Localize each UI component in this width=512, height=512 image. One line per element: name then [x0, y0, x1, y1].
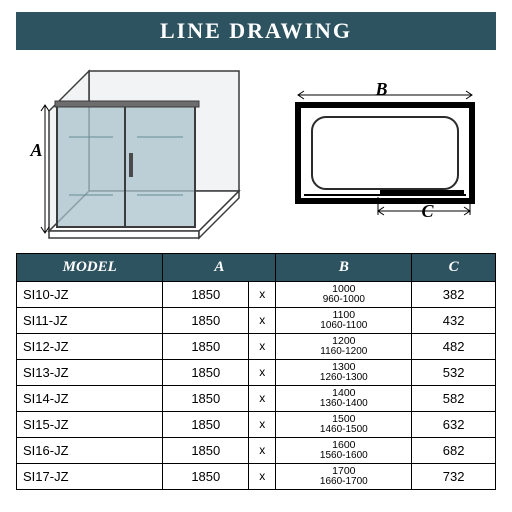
table-body: SI10-JZ1850x1000960-1000382SI11-JZ1850x1… — [17, 282, 496, 490]
isometric-diagram: A — [29, 65, 259, 240]
cell-b: 15001460-1500 — [276, 412, 412, 438]
th-b: B — [276, 254, 412, 282]
dim-label-a: A — [31, 140, 43, 161]
cell-b: 13001260-1300 — [276, 360, 412, 386]
cell-c: 432 — [412, 308, 496, 334]
table-row: SI17-JZ1850x17001660-1700732 — [17, 464, 496, 490]
cell-a: 1850 — [163, 334, 249, 360]
cell-x: x — [249, 282, 276, 308]
table-row: SI13-JZ1850x13001260-1300532 — [17, 360, 496, 386]
table-row: SI15-JZ1850x15001460-1500632 — [17, 412, 496, 438]
title-banner: LINE DRAWING — [16, 12, 496, 50]
cell-model: SI15-JZ — [17, 412, 163, 438]
cell-a: 1850 — [163, 360, 249, 386]
dim-label-b: B — [376, 79, 388, 100]
th-c: C — [412, 254, 496, 282]
cell-x: x — [249, 464, 276, 490]
cell-c: 382 — [412, 282, 496, 308]
cell-model: SI16-JZ — [17, 438, 163, 464]
spec-table: MODEL A B C SI10-JZ1850x1000960-1000382S… — [16, 253, 496, 490]
table-header-row: MODEL A B C — [17, 254, 496, 282]
cell-x: x — [249, 334, 276, 360]
dim-label-c: C — [422, 201, 434, 222]
cell-c: 682 — [412, 438, 496, 464]
cell-model: SI13-JZ — [17, 360, 163, 386]
cell-c: 632 — [412, 412, 496, 438]
cell-a: 1850 — [163, 386, 249, 412]
cell-b: 1000960-1000 — [276, 282, 412, 308]
cell-b: 12001160-1200 — [276, 334, 412, 360]
plan-svg — [284, 83, 484, 223]
table-row: SI12-JZ1850x12001160-1200482 — [17, 334, 496, 360]
cell-b: 16001560-1600 — [276, 438, 412, 464]
cell-x: x — [249, 360, 276, 386]
cell-b: 17001660-1700 — [276, 464, 412, 490]
enclosure-svg — [29, 65, 259, 240]
cell-model: SI10-JZ — [17, 282, 163, 308]
table-row: SI11-JZ1850x11001060-1100432 — [17, 308, 496, 334]
cell-a: 1850 — [163, 282, 249, 308]
cell-model: SI12-JZ — [17, 334, 163, 360]
cell-a: 1850 — [163, 308, 249, 334]
cell-a: 1850 — [163, 438, 249, 464]
plan-diagram: B C — [284, 83, 484, 223]
cell-a: 1850 — [163, 464, 249, 490]
table-row: SI10-JZ1850x1000960-1000382 — [17, 282, 496, 308]
cell-x: x — [249, 308, 276, 334]
cell-a: 1850 — [163, 412, 249, 438]
th-model: MODEL — [17, 254, 163, 282]
cell-c: 482 — [412, 334, 496, 360]
cell-b: 14001360-1400 — [276, 386, 412, 412]
cell-c: 582 — [412, 386, 496, 412]
cell-model: SI14-JZ — [17, 386, 163, 412]
cell-x: x — [249, 386, 276, 412]
table-row: SI14-JZ1850x14001360-1400582 — [17, 386, 496, 412]
table-row: SI16-JZ1850x16001560-1600682 — [17, 438, 496, 464]
cell-x: x — [249, 438, 276, 464]
cell-c: 732 — [412, 464, 496, 490]
diagram-row: A B — [16, 60, 496, 245]
cell-c: 532 — [412, 360, 496, 386]
cell-x: x — [249, 412, 276, 438]
cell-model: SI11-JZ — [17, 308, 163, 334]
cell-b: 11001060-1100 — [276, 308, 412, 334]
cell-model: SI17-JZ — [17, 464, 163, 490]
th-a: A — [163, 254, 276, 282]
